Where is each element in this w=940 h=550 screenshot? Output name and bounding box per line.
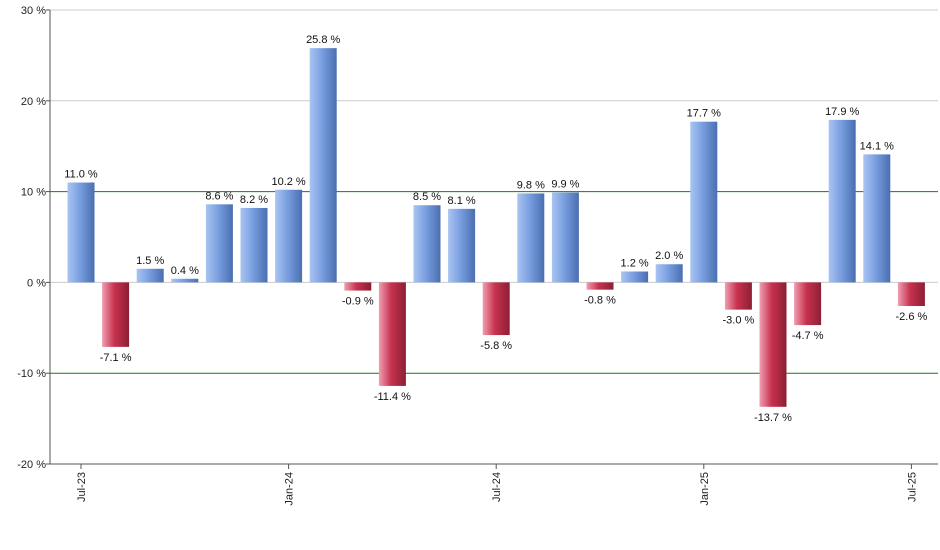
axes bbox=[46, 9, 938, 469]
bar-negative bbox=[724, 282, 752, 310]
bar-negative bbox=[759, 282, 787, 407]
bar-negative bbox=[794, 282, 822, 326]
y-tick-labels: 30 % 20 % 10 % 0 % -10 % -20 % bbox=[17, 5, 46, 471]
bar-negative bbox=[586, 282, 614, 290]
bar-positive bbox=[136, 268, 164, 283]
data-label: 9.8 % bbox=[517, 179, 545, 191]
data-label: 17.9 % bbox=[825, 106, 859, 118]
bar-negative bbox=[482, 282, 510, 336]
bar-negative bbox=[344, 282, 372, 291]
data-label: -7.1 % bbox=[100, 352, 132, 364]
bar-positive bbox=[275, 189, 303, 283]
data-label: 10.2 % bbox=[271, 176, 305, 188]
x-tick-label: Jul-24 bbox=[491, 472, 503, 502]
bar-positive bbox=[655, 264, 683, 283]
bar-negative bbox=[897, 282, 925, 307]
x-tick-labels: Jul-23 Jan-24 Jul-24 Jan-25 Jul-25 bbox=[76, 472, 918, 506]
data-label: 8.6 % bbox=[205, 190, 233, 202]
data-label: 0.4 % bbox=[171, 265, 199, 277]
bar-positive bbox=[171, 278, 199, 283]
x-tick-label: Jan-24 bbox=[284, 472, 296, 506]
data-label: -3.0 % bbox=[723, 315, 755, 327]
data-label: 8.2 % bbox=[240, 194, 268, 206]
data-label: 25.8 % bbox=[306, 34, 340, 46]
bar-positive bbox=[309, 48, 337, 283]
data-label: -13.7 % bbox=[754, 412, 792, 424]
x-tick-label: Jan-25 bbox=[699, 472, 711, 506]
y-tick-label: 20 % bbox=[21, 96, 46, 108]
y-tick-label: 0 % bbox=[27, 277, 46, 289]
y-tick-label: 30 % bbox=[21, 5, 46, 17]
data-label: 11.0 % bbox=[64, 169, 98, 181]
x-tick-label: Jul-23 bbox=[76, 472, 88, 502]
data-label: 9.9 % bbox=[551, 179, 579, 191]
bar-positive bbox=[690, 121, 718, 283]
x-tick-label: Jul-25 bbox=[906, 472, 918, 502]
bar-positive bbox=[67, 182, 95, 283]
data-label: 1.5 % bbox=[136, 255, 164, 267]
grid-lines bbox=[50, 9, 938, 283]
data-label: 1.2 % bbox=[621, 258, 649, 270]
y-tick-label: 10 % bbox=[21, 187, 46, 199]
bar-positive bbox=[240, 207, 268, 283]
bar-positive bbox=[205, 204, 233, 283]
bar-negative bbox=[102, 282, 130, 347]
data-label: 14.1 % bbox=[860, 140, 894, 152]
data-label: -0.9 % bbox=[342, 296, 374, 308]
bar-positive bbox=[413, 205, 441, 283]
bars bbox=[67, 48, 925, 407]
bar-positive bbox=[517, 193, 545, 283]
bar-positive bbox=[863, 154, 891, 283]
data-label: 17.7 % bbox=[687, 108, 721, 120]
data-label: -11.4 % bbox=[374, 391, 411, 403]
data-label: -5.8 % bbox=[480, 340, 512, 352]
y-tick-label: -10 % bbox=[17, 368, 46, 380]
bar-positive bbox=[551, 192, 579, 283]
data-labels: 11.0 % -7.1 % 1.5 % 0.4 % 8.6 % 8.2 %10.2 % 25… bbox=[64, 34, 927, 424]
data-label: -4.7 % bbox=[792, 330, 824, 342]
data-label: 8.1 % bbox=[448, 195, 476, 207]
bar-positive bbox=[828, 119, 856, 283]
data-label: 2.0 % bbox=[655, 250, 683, 262]
data-label: -2.6 % bbox=[896, 311, 928, 323]
bar-positive bbox=[448, 208, 476, 283]
bar-negative bbox=[378, 282, 406, 386]
data-label: -0.8 % bbox=[584, 295, 616, 307]
reference-lines bbox=[50, 191, 938, 374]
bar-positive bbox=[621, 271, 649, 283]
y-tick-label: -20 % bbox=[17, 459, 46, 471]
data-label: 8.5 % bbox=[413, 191, 441, 203]
